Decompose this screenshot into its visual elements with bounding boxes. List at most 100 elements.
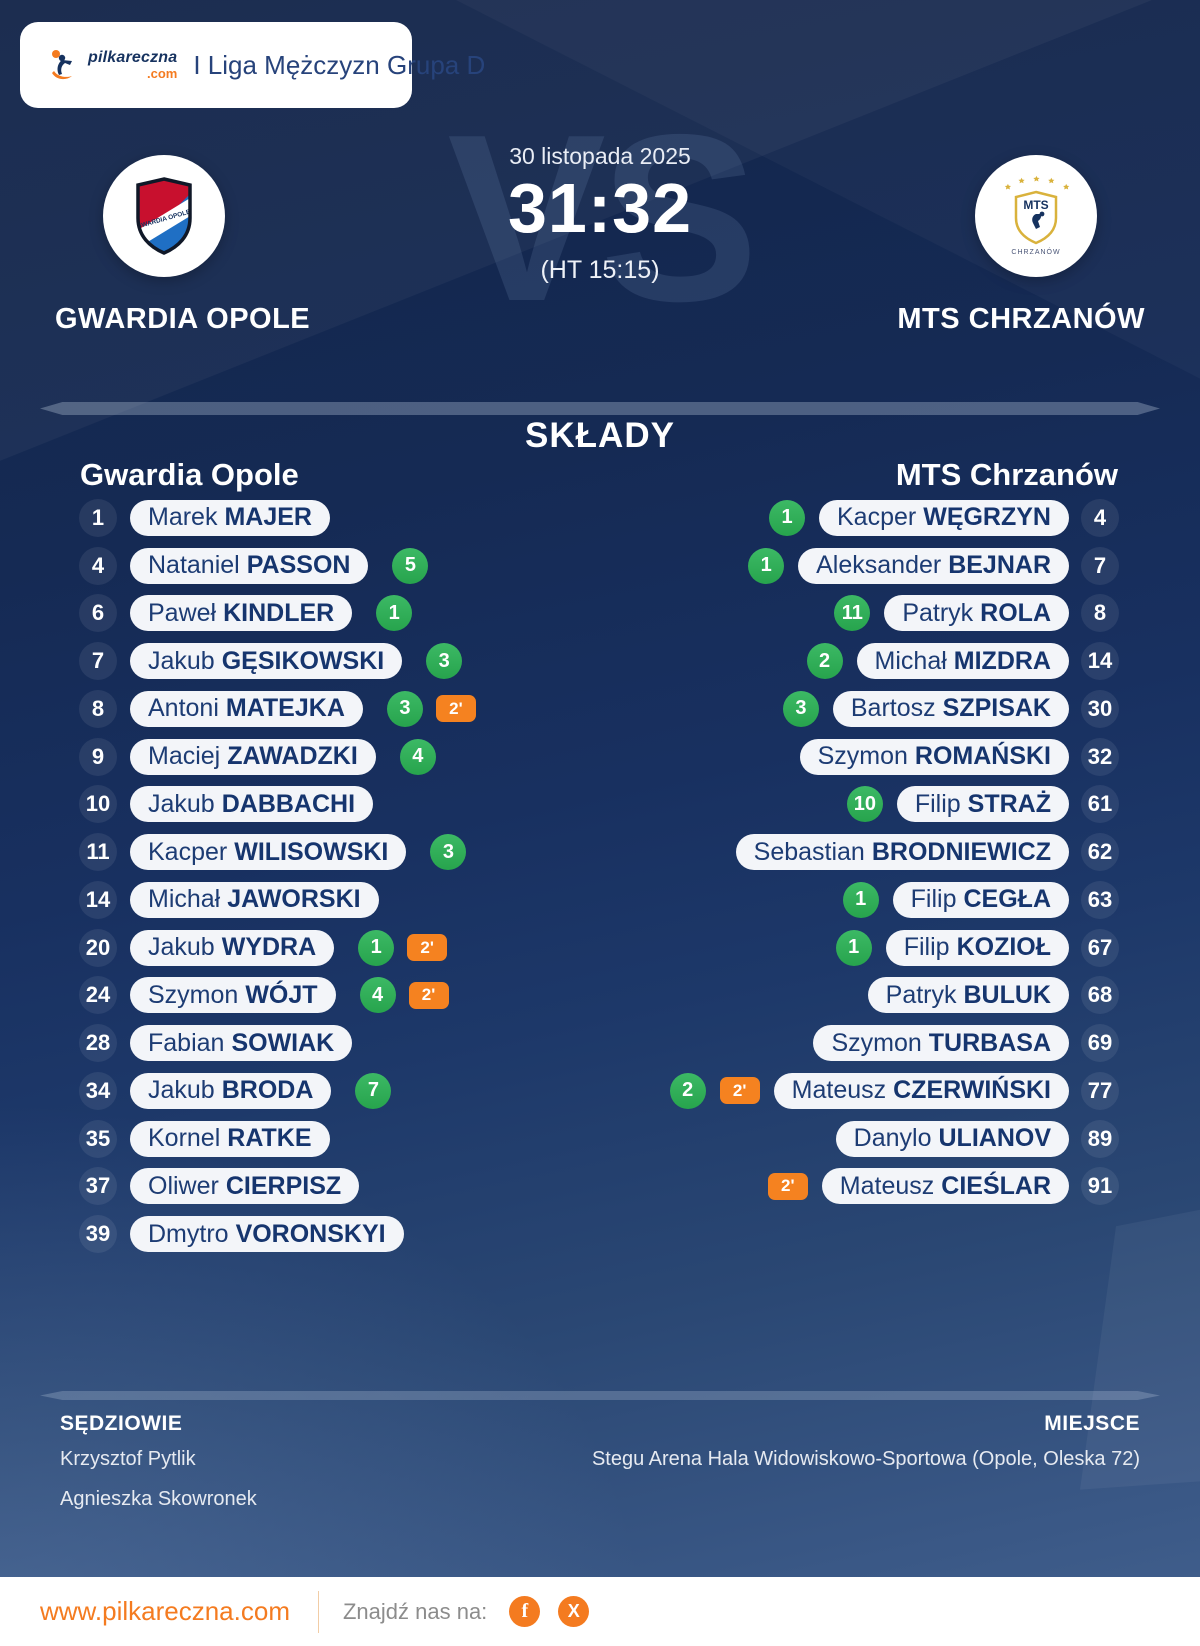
player-first-name: Mateusz: [791, 1076, 887, 1105]
suspension-badge: 2': [407, 934, 448, 962]
suspension-badge: 2': [435, 695, 476, 723]
goals-badge: 7: [355, 1072, 392, 1109]
player-name-pill: Jakub BRODA: [130, 1072, 332, 1109]
player-name-pill: Szymon TURBASA: [813, 1025, 1069, 1062]
vs-watermark: VS: [447, 86, 759, 351]
site-url[interactable]: www.pilkareczna.com: [40, 1596, 290, 1626]
player-first-name: Filip: [903, 933, 950, 962]
player-row: Patryk BULUK 68: [670, 972, 1119, 1020]
handball-player-icon: [52, 50, 72, 80]
suspension-badge: 2': [767, 1172, 808, 1200]
player-number: 28: [79, 1024, 117, 1063]
venue-name: Stegu Arena Hala Widowiskowo-Sportowa (O…: [591, 1448, 1140, 1470]
player-number: 10: [79, 785, 117, 824]
gwardia-opole-crest: GWARDIA OPOLE: [136, 177, 192, 255]
player-number: 67: [1081, 928, 1119, 967]
player-first-name: Oliwer: [148, 1171, 219, 1200]
player-first-name: Danylo: [853, 1124, 932, 1153]
goals-badge: 10: [846, 786, 883, 823]
player-first-name: Szymon: [817, 742, 908, 771]
player-number: 34: [79, 1071, 117, 1110]
player-number: 89: [1081, 1119, 1119, 1158]
player-number: 20: [79, 928, 117, 967]
player-row: 9 Maciej ZAWADZKI 4: [79, 733, 476, 781]
player-last-name: WĘGRZYN: [923, 503, 1051, 532]
player-number: 39: [79, 1215, 117, 1254]
player-first-name: Patryk: [902, 598, 974, 627]
player-name-pill: Nataniel PASSON: [130, 547, 369, 584]
x-icon[interactable]: X: [558, 1596, 590, 1627]
player-first-name: Kornel: [148, 1124, 221, 1153]
player-number: 91: [1081, 1167, 1119, 1206]
divider: [40, 402, 1160, 415]
player-name-pill: Filip STRAŻ: [896, 786, 1069, 823]
referees-label: SĘDZIOWIE: [60, 1412, 183, 1435]
player-first-name: Patryk: [885, 980, 957, 1009]
goals-badge: 1: [769, 499, 805, 536]
player-first-name: Fabian: [148, 1028, 225, 1057]
player-last-name: BRODA: [221, 1076, 314, 1105]
goals-badge: 4: [399, 738, 436, 775]
player-row: 11 Kacper WILISOWSKI 3: [79, 828, 476, 876]
player-number: 14: [79, 880, 117, 919]
player-row: 28 Fabian SOWIAK: [79, 1019, 476, 1067]
player-number: 1: [79, 498, 117, 537]
goals-badge: 1: [376, 595, 413, 632]
facebook-icon[interactable]: f: [509, 1596, 541, 1627]
player-name-pill: Michał JAWORSKI: [130, 881, 379, 918]
player-name-pill: Patryk ROLA: [884, 595, 1069, 632]
player-name-pill: Paweł KINDLER: [130, 595, 353, 632]
player-first-name: Aleksander: [816, 551, 942, 580]
player-last-name: ROMAŃSKI: [914, 742, 1051, 771]
goals-badge: 3: [782, 690, 819, 727]
player-last-name: BEJNAR: [948, 551, 1051, 580]
player-row: 7 Jakub GĘSIKOWSKI 3: [79, 637, 476, 685]
player-last-name: MATEJKA: [225, 694, 345, 723]
player-number: 77: [1081, 1071, 1119, 1110]
player-number: 9: [79, 737, 117, 776]
player-last-name: WYDRA: [221, 933, 317, 962]
player-number: 61: [1081, 785, 1119, 824]
player-first-name: Antoni: [148, 694, 219, 723]
player-row: 10 Filip STRAŻ 61: [670, 781, 1119, 829]
player-first-name: Sebastian: [753, 837, 865, 866]
home-team-name: GWARDIA OPOLE: [55, 303, 311, 335]
player-row: 2' Mateusz CIEŚLAR 91: [670, 1163, 1119, 1211]
player-number: 8: [79, 689, 117, 728]
goals-badge: 2: [669, 1072, 706, 1109]
player-row: Danylo ULIANOV 89: [670, 1115, 1119, 1163]
player-name-pill: Maciej ZAWADZKI: [130, 738, 376, 775]
goals-badge: 1: [842, 881, 879, 918]
player-row: 3 Bartosz SZPISAK 30: [670, 685, 1119, 733]
player-row: 1 Filip KOZIOŁ 67: [670, 924, 1119, 972]
suspension-badge: 2': [719, 1077, 760, 1105]
player-number: 63: [1081, 880, 1119, 919]
player-row: 35 Kornel RATKE: [79, 1115, 476, 1163]
player-last-name: BRODNIEWICZ: [871, 837, 1051, 866]
goals-badge: 1: [748, 547, 785, 584]
player-name-pill: Patryk BULUK: [867, 977, 1069, 1014]
player-row: 39 Dmytro VORONSKYI: [79, 1210, 476, 1258]
player-row: 1 Filip CEGŁA 63: [670, 876, 1119, 924]
player-row: Sebastian BRODNIEWICZ 62: [670, 828, 1119, 876]
player-number: 32: [1081, 737, 1119, 776]
away-team-logo: MTS CHRZANÓW: [975, 155, 1097, 277]
player-first-name: Jakub: [148, 933, 215, 962]
player-last-name: CIEŚLAR: [941, 1171, 1051, 1200]
player-number: 30: [1081, 689, 1119, 728]
player-number: 6: [79, 594, 117, 633]
player-first-name: Filip: [914, 789, 961, 818]
player-first-name: Michał: [874, 646, 947, 675]
home-roster: 1 Marek MAJER 4 Nataniel PASSON 5 6 Paweł KINDLER…: [79, 494, 476, 1258]
player-first-name: Jakub: [148, 789, 215, 818]
player-name-pill: Fabian SOWIAK: [130, 1025, 353, 1062]
pilkareczna-logo: pilkareczna .com: [46, 47, 177, 83]
goals-badge: 1: [835, 929, 872, 966]
match-date: 30 listopada 2025: [509, 143, 691, 169]
player-name-pill: Mateusz CIEŚLAR: [821, 1168, 1069, 1205]
player-row: 2 2' Mateusz CZERWIŃSKI 77: [669, 1067, 1119, 1115]
player-last-name: GĘSIKOWSKI: [221, 646, 385, 675]
halftime-score: (HT 15:15): [540, 256, 660, 284]
player-first-name: Jakub: [148, 1076, 215, 1105]
player-first-name: Nataniel: [148, 551, 240, 580]
